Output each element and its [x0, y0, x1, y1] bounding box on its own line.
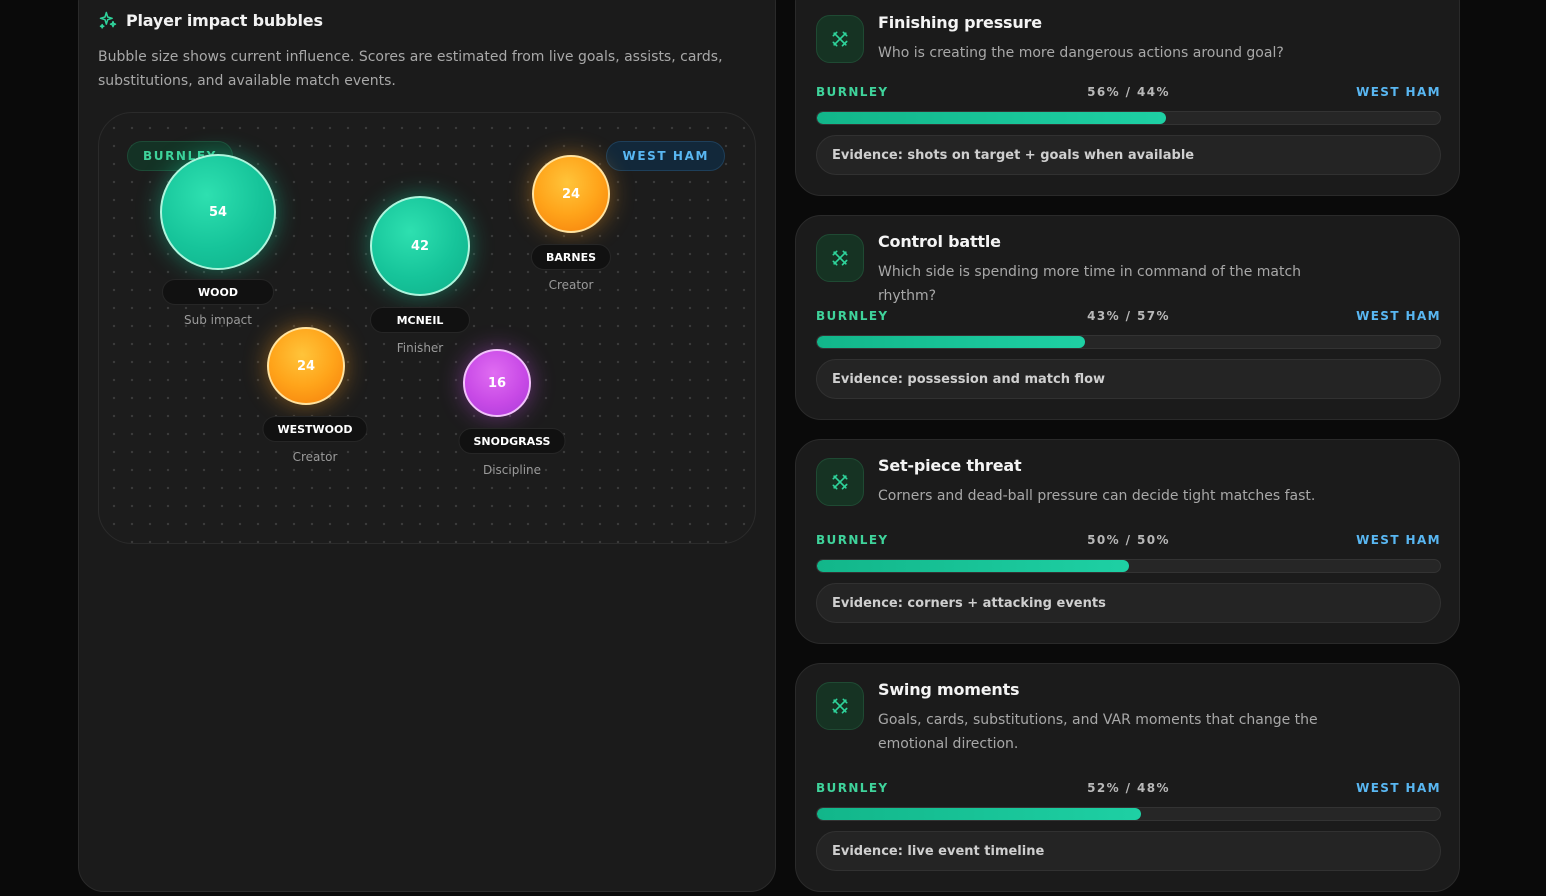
player-score: 24 [296, 358, 316, 374]
metric-evidence: Evidence: possession and match flow [816, 359, 1441, 399]
metric-icon-box [816, 682, 864, 730]
metric-bar-fill [817, 560, 1129, 572]
metric-title: Swing moments [878, 680, 1020, 699]
home-team-label: BURNLEY [816, 533, 889, 547]
player-score: 24 [561, 186, 581, 202]
away-team-tag: WEST HAM [606, 141, 725, 171]
metric-title: Control battle [878, 232, 1001, 251]
metric-description: Corners and dead-ball pressure can decid… [878, 488, 1316, 504]
metric-icon-box [816, 15, 864, 63]
metric-bar-track [816, 111, 1441, 125]
metric-bar-track [816, 559, 1441, 573]
metric-evidence: Evidence: corners + attacking events [816, 583, 1441, 623]
player-bubble-snodgrass[interactable]: 16 [463, 349, 531, 417]
swords-icon [832, 474, 848, 490]
player-name-pill: WESTWOOD [262, 416, 368, 442]
player-role: Sub impact [184, 313, 252, 327]
away-team-label: WEST HAM [1356, 85, 1441, 99]
player-name-pill: SNODGRASS [458, 428, 566, 454]
player-impact-description: Bubble size shows current influence. Sco… [98, 49, 723, 89]
bubble-arena: BURNLEY WEST HAM 54 WOOD Sub impact 42 M… [98, 112, 756, 544]
player-score: 16 [487, 375, 507, 391]
player-name-pill: BARNES [530, 244, 612, 270]
player-bubble-barnes[interactable]: 24 [532, 155, 610, 233]
split-label: 52% / 48% [1087, 781, 1170, 795]
metric-evidence: Evidence: live event timeline [816, 831, 1441, 871]
metric-bar-labels: BURNLEY 43% / 57% WEST HAM [816, 309, 1441, 325]
player-score: 54 [208, 204, 228, 220]
player-impact-header: Player impact bubbles [98, 10, 323, 30]
player-bubble-westwood[interactable]: 24 [267, 327, 345, 405]
player-role: Discipline [482, 463, 542, 477]
swords-icon [832, 698, 848, 714]
player-role: Creator [292, 450, 338, 464]
metric-description: Who is creating the more dangerous actio… [878, 45, 1284, 61]
player-impact-title: Player impact bubbles [126, 10, 323, 30]
player-name-pill: MCNEIL [370, 307, 470, 333]
metric-bar-labels: BURNLEY 56% / 44% WEST HAM [816, 85, 1441, 101]
metric-description: Goals, cards, substitutions, and VAR mom… [878, 712, 1318, 752]
metric-card-set-piece-threat: Set-piece threat Corners and dead-ball p… [795, 439, 1460, 644]
player-bubble-wood[interactable]: 54 [160, 154, 276, 270]
metric-icon-box [816, 458, 864, 506]
swords-icon [832, 31, 848, 47]
metric-card-control-battle: Control battle Which side is spending mo… [795, 215, 1460, 420]
player-bubble-mcneil[interactable]: 42 [370, 196, 470, 296]
metric-icon-box [816, 234, 864, 282]
metric-bar-labels: BURNLEY 52% / 48% WEST HAM [816, 781, 1441, 797]
split-label: 50% / 50% [1087, 533, 1170, 547]
metric-bar-fill [817, 808, 1141, 820]
metric-bar-fill [817, 112, 1166, 124]
metric-card-finishing-pressure: Finishing pressure Who is creating the m… [795, 0, 1460, 196]
home-team-label: BURNLEY [816, 309, 889, 323]
away-team-label: WEST HAM [1356, 781, 1441, 795]
metric-bar-track [816, 807, 1441, 821]
player-score: 42 [410, 238, 430, 254]
metric-description: Which side is spending more time in comm… [878, 264, 1302, 304]
metric-bar-fill [817, 336, 1085, 348]
away-team-label: WEST HAM [1356, 309, 1441, 323]
metric-title: Set-piece threat [878, 456, 1022, 475]
away-team-label: WEST HAM [1356, 533, 1441, 547]
player-role: Creator [548, 278, 594, 292]
metric-bar-labels: BURNLEY 50% / 50% WEST HAM [816, 533, 1441, 549]
metric-title: Finishing pressure [878, 13, 1042, 32]
split-label: 43% / 57% [1087, 309, 1170, 323]
home-team-label: BURNLEY [816, 85, 889, 99]
metric-card-swing-moments: Swing moments Goals, cards, substitution… [795, 663, 1460, 892]
home-team-label: BURNLEY [816, 781, 889, 795]
metric-evidence: Evidence: shots on target + goals when a… [816, 135, 1441, 175]
split-label: 56% / 44% [1087, 85, 1170, 99]
swords-icon [832, 250, 848, 266]
player-role: Finisher [396, 341, 444, 355]
sparkle-icon [99, 11, 117, 29]
metric-bar-track [816, 335, 1441, 349]
player-name-pill: WOOD [162, 279, 274, 305]
